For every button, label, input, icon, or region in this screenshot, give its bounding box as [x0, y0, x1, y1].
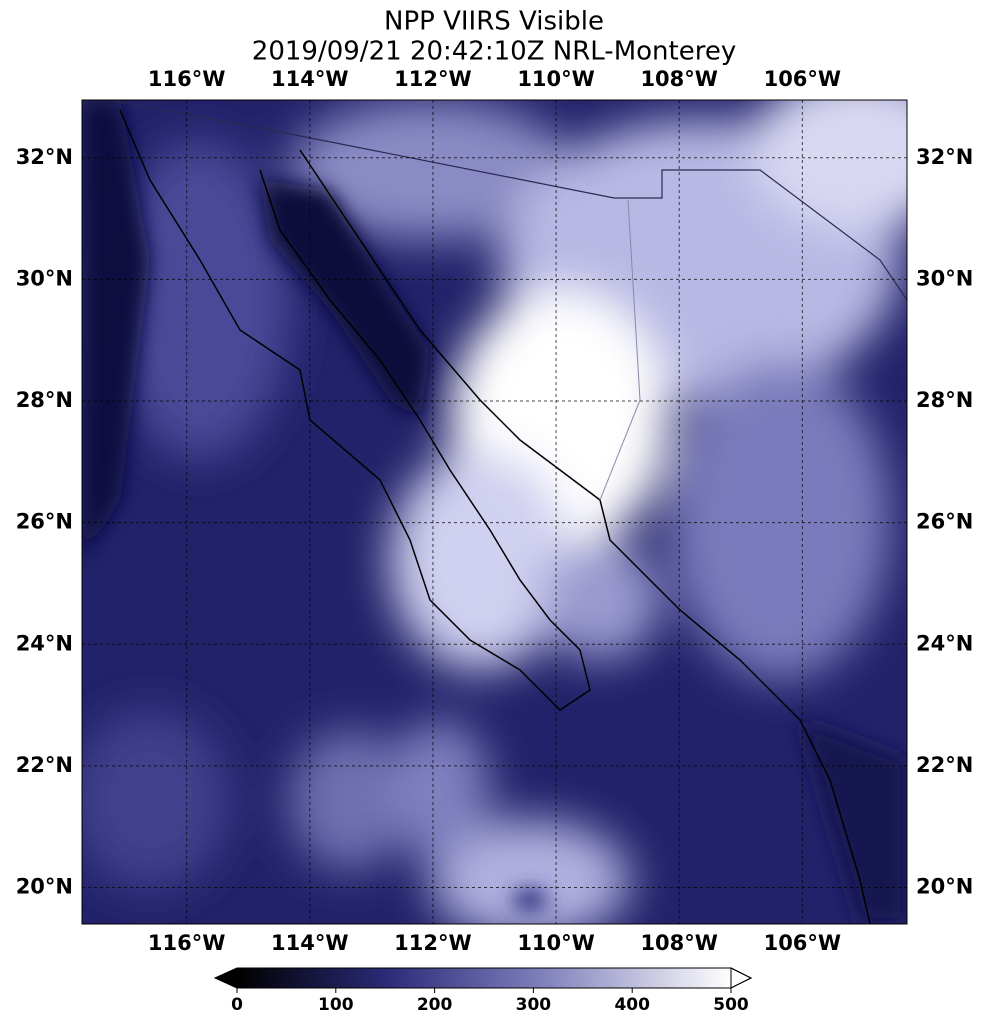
lon-label: 106°W	[764, 67, 842, 91]
state-border	[599, 199, 641, 501]
graticule	[82, 100, 907, 924]
satellite-image	[82, 100, 907, 924]
lon-label: 106°W	[764, 931, 842, 955]
lat-label: 20°N	[16, 875, 73, 899]
lon-label: 108°W	[640, 931, 718, 955]
colorbar-tick-label: 500	[713, 995, 749, 1015]
cloud-field	[82, 100, 907, 924]
lat-label: 28°N	[16, 388, 73, 412]
lat-label: 24°N	[16, 631, 73, 655]
map-frame	[81, 99, 908, 925]
lat-label: 32°N	[916, 145, 973, 169]
lat-label: 20°N	[916, 875, 973, 899]
colorbar-tick-label: 400	[614, 995, 650, 1015]
lat-label: 22°N	[16, 753, 73, 777]
colorbar-max-arrow	[730, 967, 753, 989]
colorbar-min-arrow	[215, 968, 237, 988]
colorbar-tick-label: 0	[231, 995, 243, 1015]
subtitle: 2019/09/21 20:42:10Z NRL-Monterey	[252, 37, 736, 67]
lon-label: 108°W	[640, 67, 718, 91]
lat-label: 30°N	[916, 266, 973, 290]
colorbar-tick-label: 100	[318, 995, 354, 1015]
lat-label: 32°N	[16, 145, 73, 169]
lat-label: 26°N	[916, 510, 973, 534]
colorbar-tick-label: 200	[417, 995, 453, 1015]
title: NPP VIIRS Visible	[384, 7, 604, 37]
lon-label: 116°W	[148, 67, 226, 91]
lon-label: 116°W	[148, 931, 226, 955]
lon-label: 110°W	[517, 931, 595, 955]
lon-label: 112°W	[394, 67, 472, 91]
lon-label: 112°W	[394, 931, 472, 955]
lat-label: 28°N	[916, 388, 973, 412]
lon-label: 114°W	[271, 931, 349, 955]
dark-regions	[82, 100, 907, 924]
lat-label: 24°N	[916, 631, 973, 655]
lat-label: 22°N	[916, 753, 973, 777]
colorbar	[237, 968, 731, 988]
border	[109, 100, 907, 301]
coastline	[119, 109, 591, 711]
lon-label: 114°W	[271, 67, 349, 91]
lat-label: 26°N	[16, 510, 73, 534]
lat-label: 30°N	[16, 266, 73, 290]
colorbar-tick-label: 300	[516, 995, 552, 1015]
lon-label: 110°W	[517, 67, 595, 91]
coastline	[299, 149, 871, 924]
